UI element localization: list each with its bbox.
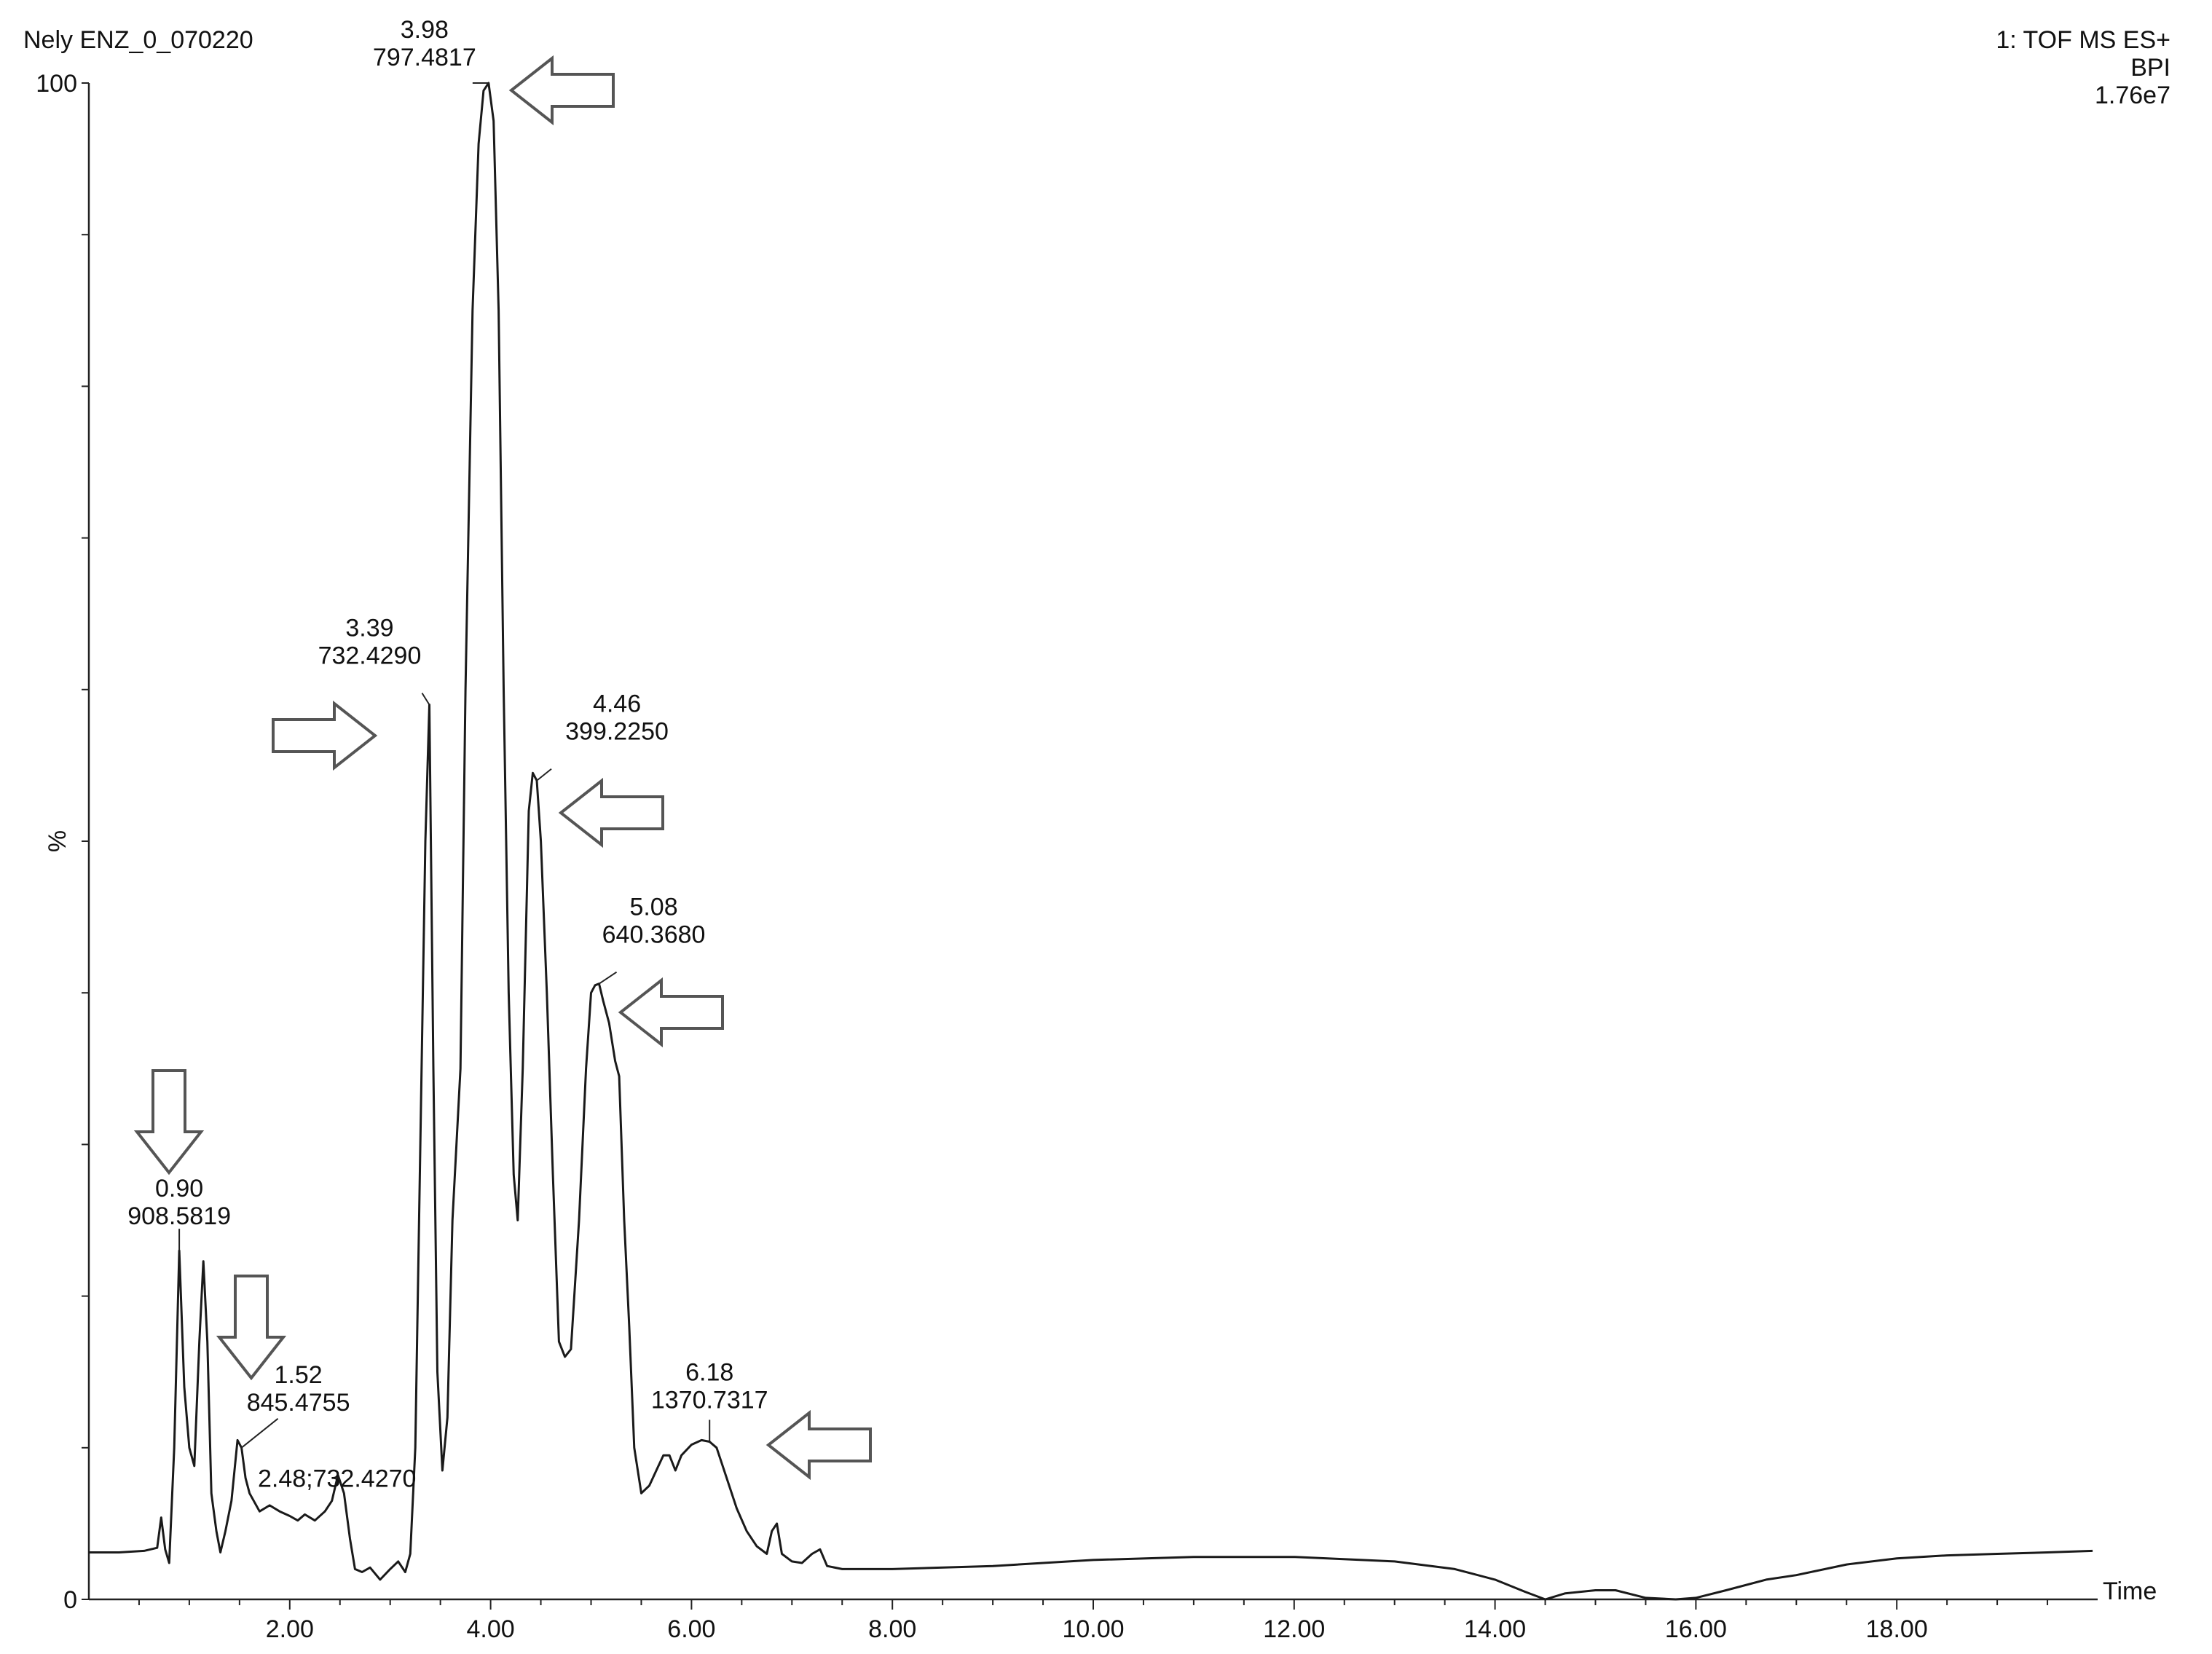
x-tick-label: 16.00: [1665, 1615, 1727, 1643]
peak-label-rt: 6.18: [685, 1358, 733, 1386]
peak-label-mz: 797.4817: [373, 44, 476, 71]
peak-label-rt: 4.46: [593, 690, 641, 718]
intensity-scale-label: 1.76e7: [2095, 82, 2170, 109]
x-tick-label: 14.00: [1464, 1615, 1526, 1643]
peak-leader-line: [240, 1418, 279, 1449]
peak-label-rt: 1.52: [275, 1361, 323, 1389]
peak-leader-line: [421, 693, 430, 706]
arrow-left-icon: [508, 55, 615, 126]
peak-label-mz: 845.4755: [247, 1389, 350, 1417]
arrow-right-icon: [272, 700, 378, 771]
arrow-left-icon: [618, 977, 724, 1048]
x-tick-label: 6.00: [667, 1615, 715, 1643]
arrow-down-icon: [216, 1275, 287, 1381]
x-tick-label: 18.00: [1866, 1615, 1928, 1643]
x-tick-label: 12.00: [1263, 1615, 1325, 1643]
arrow-left-icon: [558, 777, 664, 848]
peak-label-mz: 908.5819: [127, 1202, 231, 1230]
peak-label-mz: 640.3680: [602, 921, 706, 949]
trace-type-label: BPI: [2130, 54, 2170, 82]
y-tick-label: 0: [63, 1586, 77, 1614]
peak-label-rt: 5.08: [629, 894, 677, 921]
peak-label-mz: 399.2250: [565, 718, 669, 746]
x-axis-label: Time: [2103, 1578, 2157, 1605]
y-axis-label: %: [44, 830, 71, 852]
peak-label-rt: 3.98: [401, 16, 449, 44]
x-tick-label: 2.00: [266, 1615, 314, 1643]
arrow-down-icon: [133, 1069, 205, 1175]
peak-label-mz: 732.4290: [318, 642, 422, 670]
peak-leader-line: [536, 768, 552, 781]
peak-label-rt: 2.48;732.4270: [258, 1465, 416, 1492]
peak-label-mz: 1370.7317: [651, 1386, 768, 1414]
x-tick-label: 4.00: [467, 1615, 515, 1643]
y-tick-label: 100: [36, 70, 77, 98]
peak-leader-line: [598, 971, 618, 985]
x-tick-label: 10.00: [1062, 1615, 1124, 1643]
sample-title: Nely ENZ_0_070220: [23, 26, 253, 54]
scan-mode-label: 1: TOF MS ES+: [1996, 26, 2170, 54]
peak-label-rt: 3.39: [345, 615, 393, 642]
peak-label-rt: 0.90: [155, 1175, 203, 1202]
x-tick-label: 8.00: [868, 1615, 916, 1643]
chromatogram-trace: [89, 82, 2093, 1601]
arrow-left-icon: [765, 1409, 872, 1481]
